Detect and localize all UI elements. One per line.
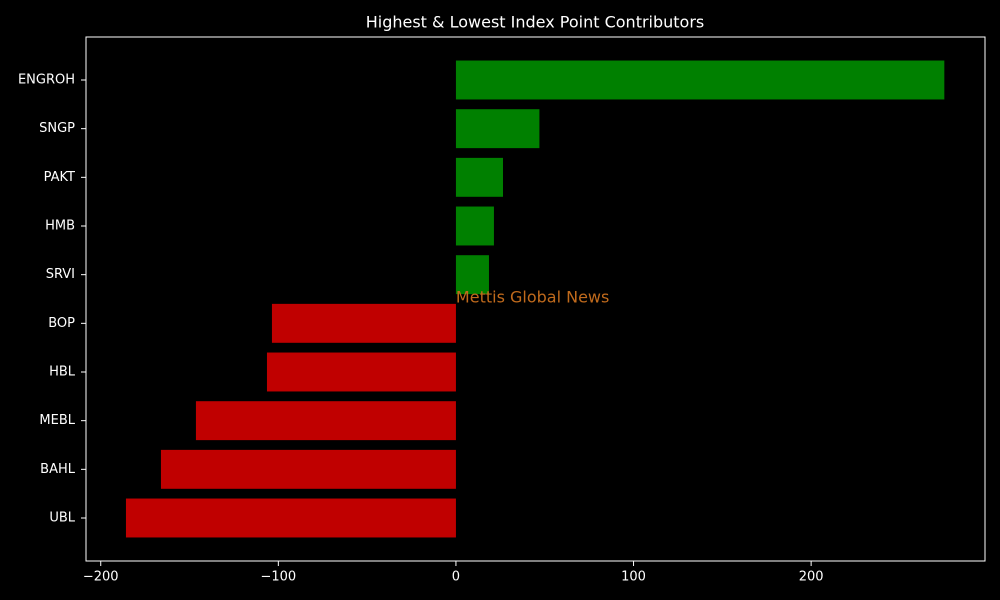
bar — [266, 352, 456, 392]
x-tick-label: 0 — [452, 570, 460, 585]
y-tick-label: ENGROH — [18, 73, 75, 88]
bar — [271, 303, 456, 343]
bar — [455, 109, 540, 149]
bar — [195, 401, 456, 441]
bar — [455, 157, 503, 197]
y-tick-label: BAHL — [40, 462, 76, 477]
chart-title: Highest & Lowest Index Point Contributor… — [366, 13, 705, 32]
bar — [455, 255, 489, 295]
y-tick-label: SRVI — [46, 267, 75, 282]
y-tick-label: HBL — [49, 365, 76, 380]
y-tick-label: HMB — [45, 219, 75, 234]
bar — [160, 449, 456, 489]
x-tick-label: 200 — [799, 570, 824, 585]
y-tick-label: UBL — [49, 511, 75, 526]
x-tick-label: −100 — [260, 570, 296, 585]
y-tick-label: MEBL — [39, 413, 75, 428]
y-tick-label: BOP — [48, 316, 75, 331]
plot-frame — [85, 36, 986, 562]
annotation: Mettis Global News — [456, 288, 609, 307]
bar — [455, 60, 945, 100]
y-tick-label: SNGP — [39, 121, 75, 136]
bar — [125, 498, 456, 538]
x-tick-label: −200 — [83, 570, 119, 585]
bar — [455, 206, 494, 246]
x-tick-label: 100 — [621, 570, 646, 585]
y-tick-label: PAKT — [44, 170, 75, 185]
